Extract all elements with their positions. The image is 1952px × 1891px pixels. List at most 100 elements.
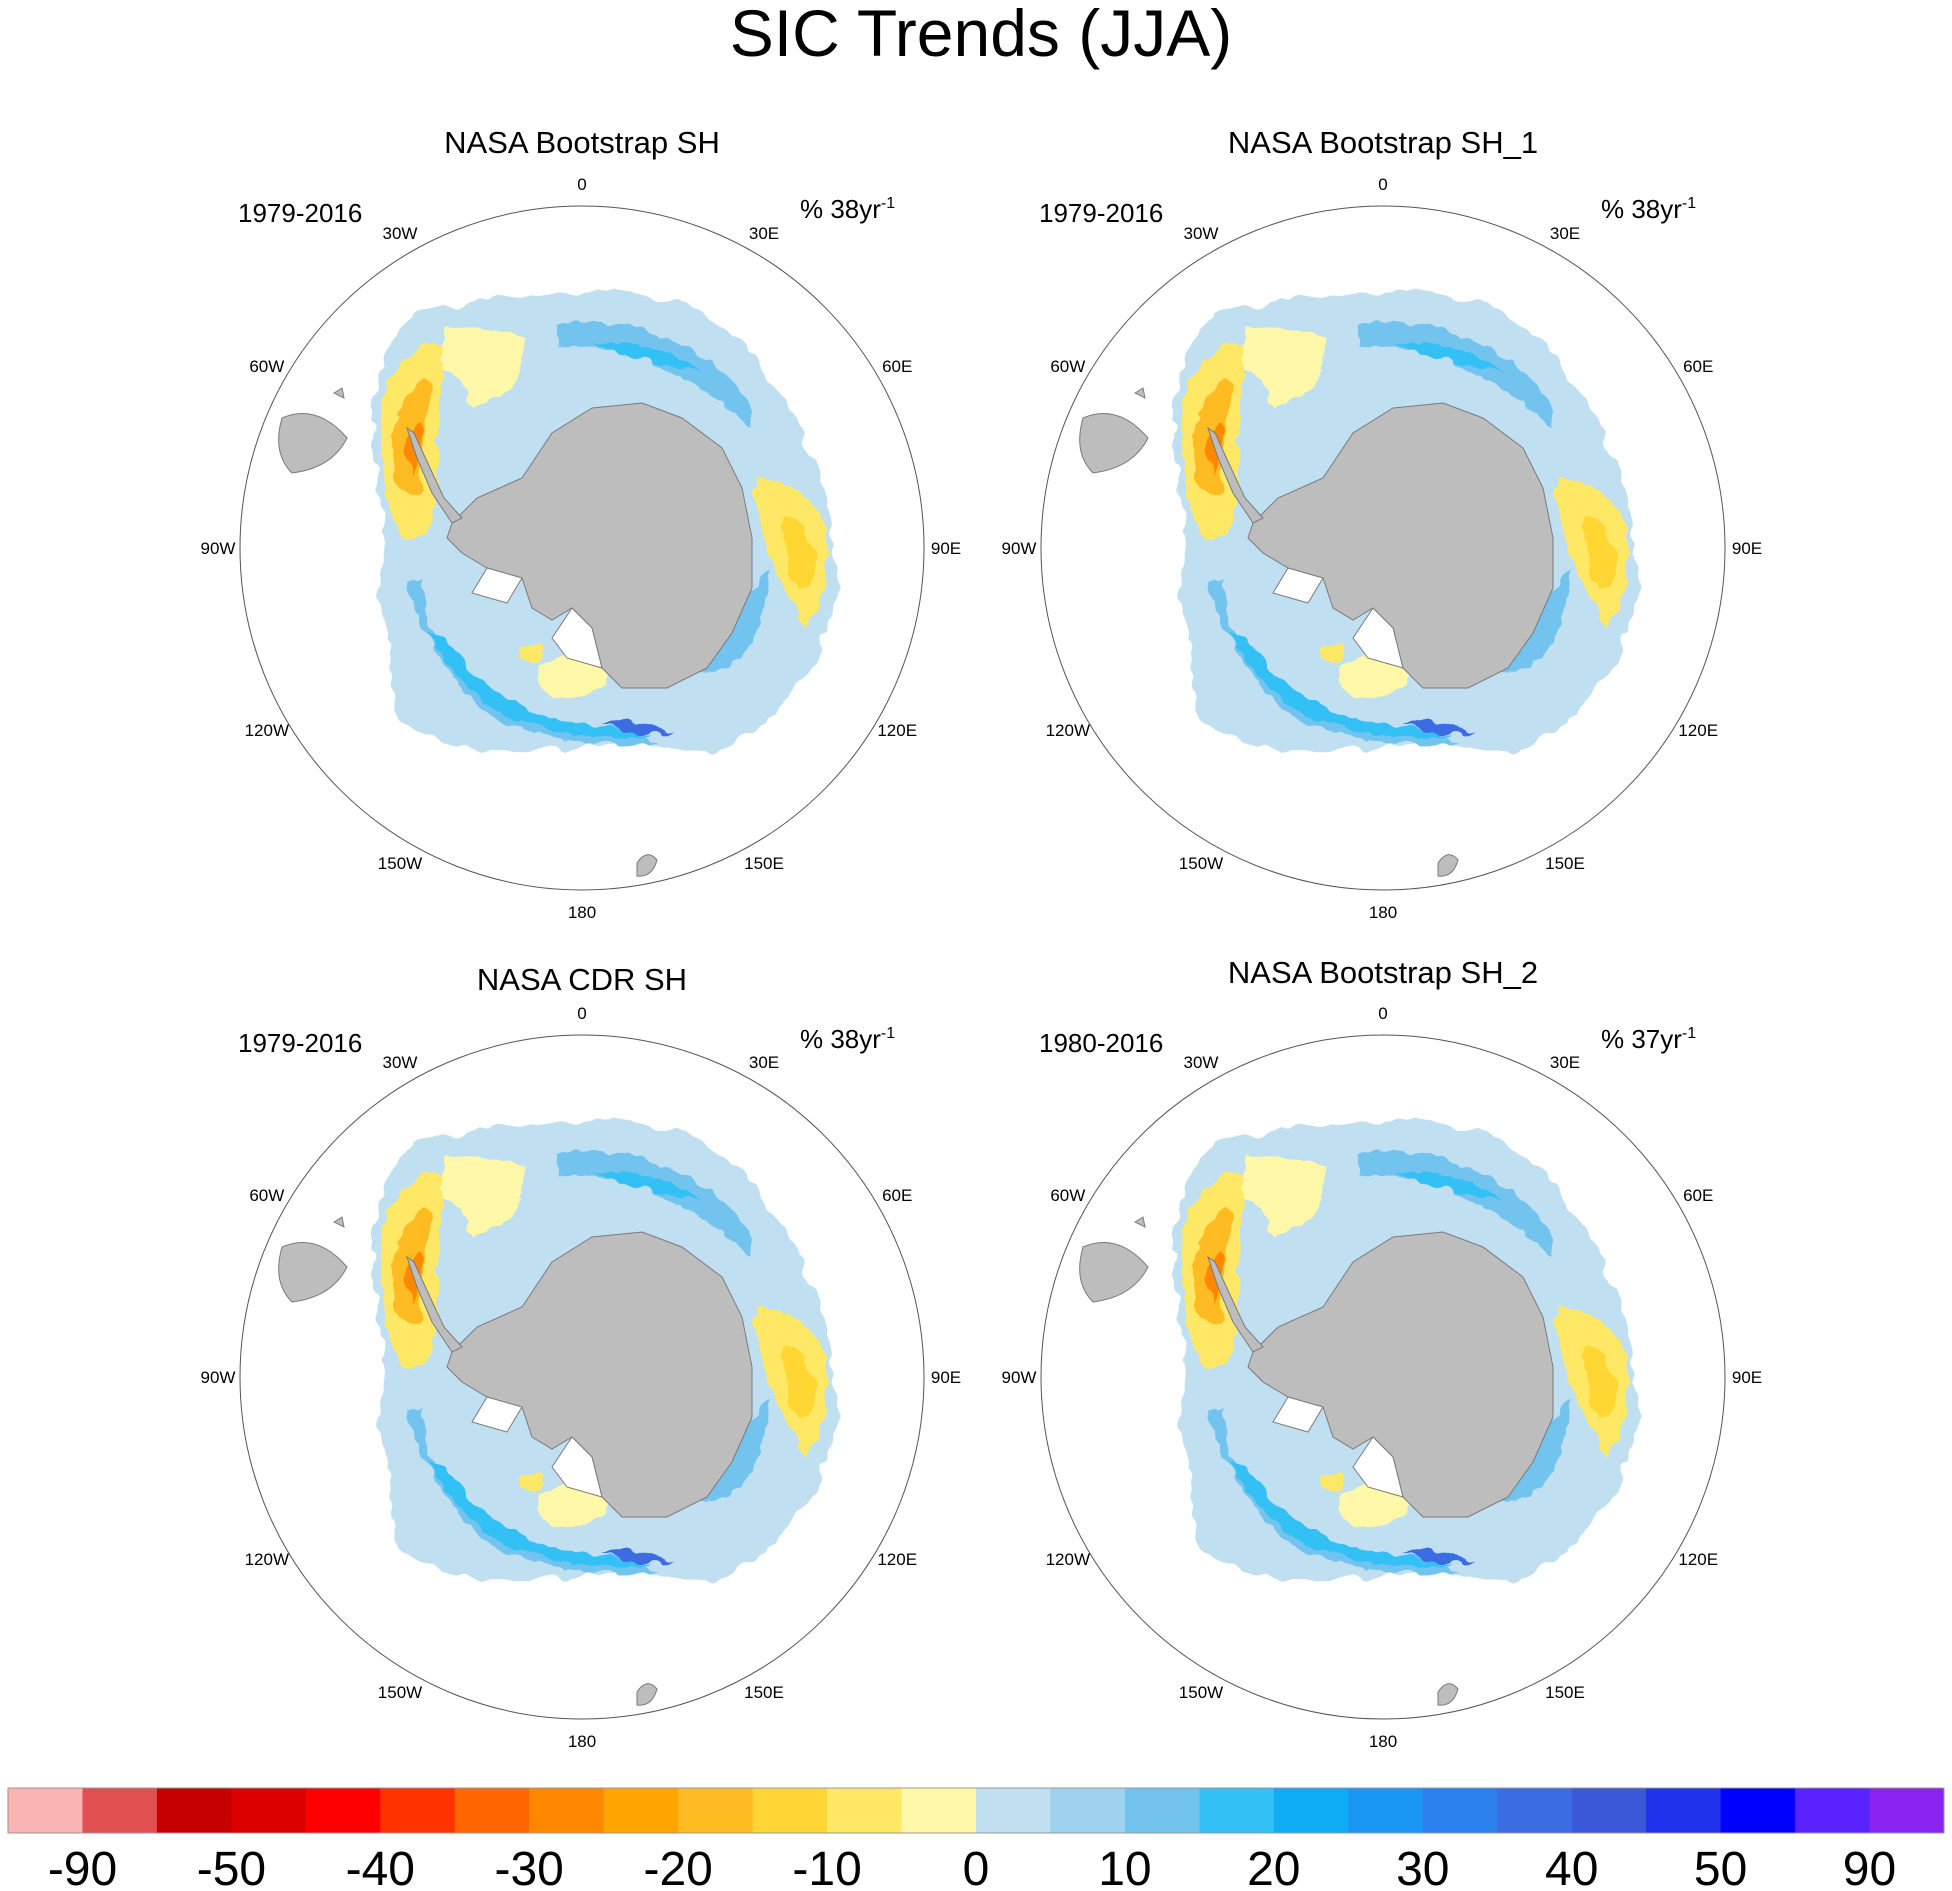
lon-label: 90W [201, 539, 236, 558]
panel-4-units: % 37yr-1 [1601, 1024, 1696, 1054]
colorbar-swatch [1571, 1788, 1647, 1833]
lon-label: 150E [744, 1683, 784, 1702]
panel-2-units-base: % 38yr [1601, 194, 1682, 224]
colorbar-swatch [305, 1788, 381, 1833]
lon-label: 180 [568, 1732, 596, 1751]
lon-label: 60W [249, 357, 284, 376]
colorbar-frame [7, 1787, 1945, 1834]
colorbar-tick-label: -90 [48, 1843, 117, 1891]
panel-1-period: 1979-2016 [238, 198, 362, 228]
lon-label: 60W [249, 1186, 284, 1205]
lon-label: 120W [1046, 1550, 1090, 1569]
colorbar-tick-label: 20 [1247, 1843, 1300, 1891]
colorbar-swatch [380, 1788, 456, 1833]
lon-label: 150W [1179, 854, 1223, 873]
panel-2 [1041, 206, 1725, 890]
panel-3-units: % 38yr-1 [800, 1024, 895, 1054]
colorbar-tick-label: -30 [495, 1843, 564, 1891]
colorbar-swatch [82, 1788, 158, 1833]
panel-2-units: % 38yr-1 [1601, 194, 1696, 224]
colorbar-swatch [1273, 1788, 1349, 1833]
colorbar-swatch [1720, 1788, 1796, 1833]
panel-2-lon-labels: 0 30E 60E 90E 120E 150E 180 150W 120W 90W 60W 30W [1002, 175, 1763, 922]
polar-map-2 [1041, 206, 1725, 890]
lon-label: 150E [1545, 854, 1585, 873]
lon-label: 150W [378, 854, 422, 873]
colorbar-tick-label: -20 [644, 1843, 713, 1891]
lon-label: 60E [882, 1186, 912, 1205]
colorbar-swatch [529, 1788, 605, 1833]
colorbar-swatch [454, 1788, 530, 1833]
panel-1-units-base: % 38yr [800, 194, 881, 224]
lon-label: 90E [1732, 539, 1762, 558]
colorbar-swatch [827, 1788, 903, 1833]
lon-label: 90E [931, 539, 961, 558]
panel-3-units-base: % 38yr [800, 1024, 881, 1054]
lon-label: 90W [201, 1368, 236, 1387]
lon-label: 60E [1683, 357, 1713, 376]
panel-1-units: % 38yr-1 [800, 194, 895, 224]
panel-3-title: NASA CDR SH [477, 962, 687, 997]
colorbar-swatch [1348, 1788, 1424, 1833]
panel-3-lon-labels: 0 30E 60E 90E 120E 150E 180 150W 120W 90W 60W 30W [201, 1004, 962, 1751]
panel-2-units-exp: -1 [1682, 195, 1696, 212]
lon-label: 120W [1046, 721, 1090, 740]
lon-label: 30W [1184, 1053, 1219, 1072]
lon-label: 120E [1678, 1550, 1718, 1569]
figure-title: SIC Trends (JJA) [730, 0, 1232, 70]
panel-2-title: NASA Bootstrap SH_1 [1228, 125, 1538, 160]
lon-label: 30W [383, 224, 418, 243]
panel-2-period: 1979-2016 [1039, 198, 1163, 228]
lon-label: 90W [1002, 1368, 1037, 1387]
lon-label: 180 [568, 903, 596, 922]
panel-3-units-exp: -1 [881, 1025, 895, 1042]
colorbar-tick-label: -40 [346, 1843, 415, 1891]
lon-label: 30E [1550, 224, 1580, 243]
lon-label: 30W [383, 1053, 418, 1072]
lon-label: 0 [577, 175, 586, 194]
lon-label: 150E [744, 854, 784, 873]
lon-label: 60W [1050, 1186, 1085, 1205]
polar-map-4 [1041, 1035, 1725, 1719]
colorbar-swatch [603, 1788, 679, 1833]
colorbar-swatch [8, 1788, 83, 1833]
colorbar-swatch [1646, 1788, 1722, 1833]
lon-label: 0 [577, 1004, 586, 1023]
lon-label: 30E [749, 1053, 779, 1072]
lon-label: 150W [378, 1683, 422, 1702]
colorbar-swatch [231, 1788, 307, 1833]
lon-label: 120E [1678, 721, 1718, 740]
lon-label: 180 [1369, 903, 1397, 922]
lon-label: 180 [1369, 1732, 1397, 1751]
lon-label: 60W [1050, 357, 1085, 376]
lon-label: 60E [882, 357, 912, 376]
panel-3-period: 1979-2016 [238, 1028, 362, 1058]
lon-label: 150W [1179, 1683, 1223, 1702]
colorbar-swatch [1422, 1788, 1498, 1833]
polar-map-3 [240, 1035, 924, 1719]
colorbar-swatch [1124, 1788, 1200, 1833]
colorbar-tick-label: 0 [963, 1843, 990, 1891]
panel-1 [240, 206, 924, 890]
colorbar-tick-label: 10 [1098, 1843, 1151, 1891]
lon-label: 60E [1683, 1186, 1713, 1205]
colorbar-tick-label: 50 [1694, 1843, 1747, 1891]
lon-label: 90W [1002, 539, 1037, 558]
colorbar-swatch [1869, 1788, 1945, 1833]
lon-label: 120W [245, 721, 289, 740]
lon-label: 30E [1550, 1053, 1580, 1072]
lon-label: 120W [245, 1550, 289, 1569]
lon-label: 90E [1732, 1368, 1762, 1387]
lon-label: 120E [877, 1550, 917, 1569]
polar-map-1 [240, 206, 924, 890]
colorbar-tick-label: -50 [197, 1843, 266, 1891]
colorbar-tick-label: 40 [1545, 1843, 1598, 1891]
panel-4-period: 1980-2016 [1039, 1028, 1163, 1058]
panel-4-title: NASA Bootstrap SH_2 [1228, 955, 1538, 990]
lon-label: 90E [931, 1368, 961, 1387]
lon-label: 0 [1378, 1004, 1387, 1023]
lon-label: 150E [1545, 1683, 1585, 1702]
colorbar-tick-label: 30 [1396, 1843, 1449, 1891]
colorbar-swatch [1199, 1788, 1275, 1833]
